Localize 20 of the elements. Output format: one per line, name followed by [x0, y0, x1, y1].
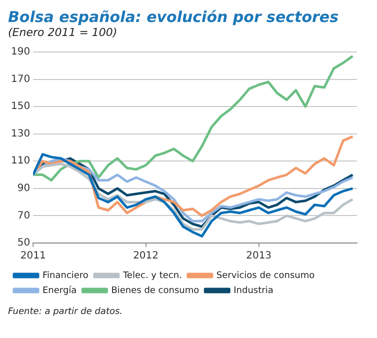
x-tick-label: 2013 [246, 250, 272, 262]
x-tick-label: 2012 [133, 250, 159, 262]
chart-subtitle: (Enero 2011 = 100) [8, 26, 118, 39]
y-tick-label: 150 [10, 101, 30, 112]
legend-label: Energía [42, 284, 77, 296]
legend-label: Bienes de consumo [111, 286, 200, 296]
y-tick-label: 90 [17, 183, 30, 194]
legend-label: Telec. y tecn. [122, 270, 182, 281]
y-tick-label: 50 [17, 238, 30, 249]
x-tick-label: 2011 [20, 250, 46, 262]
y-tick-label: 110 [10, 156, 30, 167]
legend-label: Servicios de consumo [216, 270, 316, 281]
y-tick-label: 190 [10, 46, 30, 58]
legend-label: Industria [234, 286, 274, 296]
y-tick-label: 170 [10, 74, 30, 85]
y-tick-label: 70 [17, 210, 30, 222]
chart-title: Bolsa española: evolución por sectores [8, 8, 340, 26]
source-note: Fuente: a partir de datos. [8, 307, 124, 317]
y-tick-label: 130 [10, 128, 30, 140]
legend-label: Financiero [42, 270, 89, 281]
